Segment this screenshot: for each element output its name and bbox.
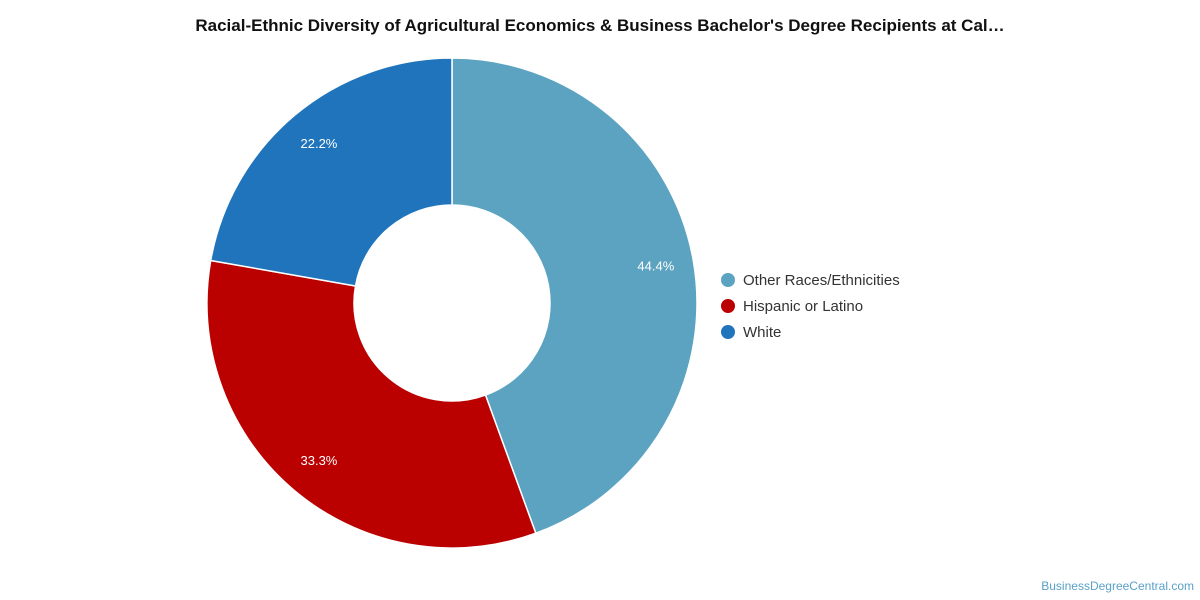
legend-label: White — [743, 323, 782, 341]
watermark[interactable]: BusinessDegreeCentral.com — [1041, 579, 1194, 593]
donut-slice-white[interactable] — [209, 57, 453, 287]
legend-swatch — [721, 273, 735, 287]
legend-label: Other Races/Ethnicities — [743, 271, 900, 289]
legend-swatch — [721, 299, 735, 313]
slice-value-label: 33.3% — [301, 453, 338, 468]
legend-label: Hispanic or Latino — [743, 297, 864, 315]
donut-slices — [206, 57, 698, 549]
slice-value-label: 22.2% — [301, 136, 338, 151]
legend-item[interactable]: Other Races/Ethnicities — [721, 267, 900, 293]
donut-slice-hispanic-or-latino[interactable] — [206, 259, 537, 549]
slice-value-label: 44.4% — [637, 258, 674, 273]
legend-swatch — [721, 325, 735, 339]
donut-labels: 44.4% 33.3% 22.2% — [301, 136, 675, 468]
legend-item[interactable]: White — [721, 319, 900, 345]
chart-legend: Other Races/Ethnicities Hispanic or Latin… — [721, 267, 900, 345]
donut-slice-other-races-ethnicities[interactable] — [451, 57, 698, 535]
legend-item[interactable]: Hispanic or Latino — [721, 293, 900, 319]
chart-title: Racial-Ethnic Diversity of Agricultural … — [195, 16, 1005, 35]
